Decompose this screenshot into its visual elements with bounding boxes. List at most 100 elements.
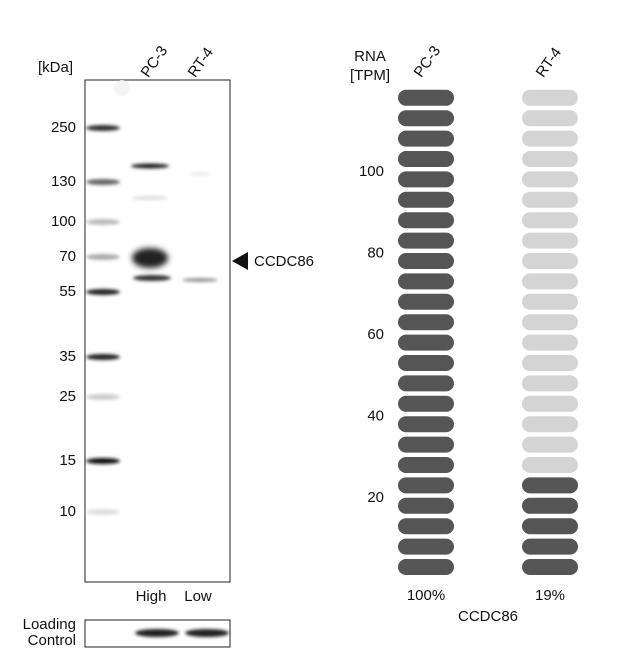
pill	[398, 355, 454, 371]
ladder-band	[86, 394, 120, 400]
pill	[522, 171, 578, 188]
percent-label: 100%	[407, 587, 445, 604]
pill	[522, 477, 578, 494]
lane-label: PC-3	[138, 43, 172, 81]
blot-frame	[84, 79, 231, 583]
expression-label: Low	[184, 588, 212, 605]
expression-label: High	[136, 588, 167, 605]
ladder-band	[86, 125, 120, 131]
pill	[398, 293, 454, 310]
unit-label: [kDa]	[38, 59, 73, 76]
pill	[522, 416, 578, 433]
pill	[398, 436, 454, 453]
pill	[398, 110, 454, 127]
pill	[522, 151, 578, 167]
marker-label: 15	[59, 452, 76, 469]
percent-label: 19%	[535, 587, 565, 604]
pill	[522, 232, 578, 249]
pill	[398, 334, 454, 351]
pill	[522, 293, 578, 310]
ladder-band	[86, 354, 120, 360]
pill	[522, 559, 578, 575]
pill	[522, 89, 578, 106]
pill	[522, 375, 578, 392]
scale-label: 100	[359, 163, 384, 180]
marker-label: 100	[51, 213, 76, 230]
pill	[398, 191, 454, 208]
marker-label: 25	[59, 388, 76, 405]
rna-title: RNA	[354, 48, 386, 65]
scale-label: 20	[367, 489, 384, 506]
pill	[398, 89, 454, 106]
pill	[522, 130, 578, 147]
band	[135, 629, 179, 637]
ladder-band	[86, 509, 120, 515]
ladder-band	[86, 254, 120, 260]
ladder-band	[86, 458, 120, 464]
pill	[522, 355, 578, 371]
pill	[522, 538, 578, 555]
pill	[522, 518, 578, 535]
gene-label: CCDC86	[458, 608, 518, 625]
pill	[398, 518, 454, 535]
pill	[398, 477, 454, 494]
band	[133, 275, 171, 281]
lane-label: RT-4	[533, 44, 565, 80]
pill	[522, 436, 578, 453]
band	[132, 196, 168, 200]
scale-label: 60	[367, 326, 384, 343]
pill	[522, 273, 578, 290]
marker-label: 130	[51, 173, 76, 190]
pill	[398, 314, 454, 331]
pill	[398, 375, 454, 392]
pill	[398, 130, 454, 147]
pill	[398, 538, 454, 555]
ladder-band	[86, 289, 120, 295]
pill	[398, 273, 454, 290]
pill	[398, 232, 454, 249]
band	[185, 629, 229, 637]
scale-label: 40	[367, 407, 384, 424]
pill	[398, 559, 454, 575]
pill	[398, 151, 454, 167]
pill	[522, 395, 578, 412]
marker-label: 70	[59, 248, 76, 265]
marker-label: 10	[59, 503, 76, 520]
rna-title: [TPM]	[350, 67, 390, 84]
pill	[398, 497, 454, 514]
pill	[522, 191, 578, 208]
ladder-band	[86, 179, 120, 185]
scale-label: 80	[367, 244, 384, 261]
loading-label: Control	[28, 632, 76, 649]
artifact	[114, 80, 130, 96]
pill	[398, 416, 454, 433]
pill	[398, 212, 454, 229]
pill	[398, 457, 454, 473]
pill	[522, 110, 578, 127]
pill	[398, 171, 454, 188]
band	[188, 172, 212, 176]
marker-label: 250	[51, 119, 76, 136]
rna-panel: RNA [TPM] PC-3 RT-4 100% 19% CCDC86 20 40…	[350, 43, 578, 625]
pill	[522, 334, 578, 351]
western-blot: [kDa] PC-3 RT-4 CCDC86 High Low Loading …	[23, 43, 314, 649]
ladder-band	[86, 219, 120, 225]
marker-label: 35	[59, 348, 76, 365]
pill	[522, 212, 578, 229]
pill	[398, 253, 454, 269]
marker-label: 55	[59, 283, 76, 300]
pill	[398, 395, 454, 412]
band	[131, 163, 169, 169]
pill	[522, 314, 578, 331]
arrow	[232, 252, 248, 270]
pill	[522, 497, 578, 514]
pill	[522, 457, 578, 473]
target-label: CCDC86	[254, 253, 314, 270]
lane-label: RT-4	[185, 44, 217, 80]
loading-label: Loading	[23, 616, 76, 633]
pill	[522, 253, 578, 269]
band	[182, 278, 218, 282]
lane-label: PC-3	[411, 43, 445, 81]
band	[132, 248, 168, 268]
